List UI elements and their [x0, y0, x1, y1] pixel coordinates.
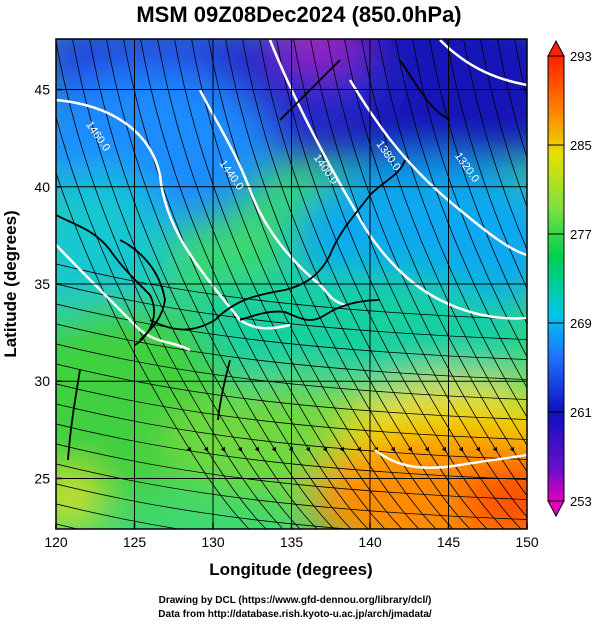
- streamline: [446, 39, 527, 290]
- streamline: [56, 323, 527, 380]
- streamline: [56, 343, 527, 400]
- streamline: [56, 423, 527, 480]
- streamline: [140, 39, 369, 529]
- streamline: [56, 39, 284, 529]
- streamline: [56, 403, 527, 460]
- streamline: [106, 39, 335, 529]
- streamline: [395, 39, 527, 389]
- y-axis-title: Latitude (degrees): [1, 210, 20, 357]
- streamline: [89, 39, 318, 529]
- streamline: [191, 39, 420, 529]
- coastlines: [56, 59, 451, 461]
- credit-data: Data from http://database.rish.kyoto-u.a…: [158, 609, 432, 620]
- streamline: [463, 39, 527, 251]
- streamline: [56, 303, 527, 360]
- y-tick-label: 45: [34, 82, 50, 98]
- streamline: [429, 39, 527, 325]
- y-tick-label: 30: [34, 373, 50, 389]
- streamline: [56, 383, 527, 440]
- streamline: [242, 39, 471, 529]
- colorbar-tick-label: 269: [570, 316, 592, 331]
- colorbar: 253 261 269 277 285 293: [547, 39, 592, 518]
- x-axis-ticks: 120 125 130 135 140 145 150: [44, 523, 539, 550]
- streamline: [310, 39, 527, 518]
- streamline: [56, 171, 250, 529]
- streamline: [157, 39, 386, 529]
- x-tick-label: 145: [437, 534, 461, 550]
- streamline: [72, 39, 301, 529]
- streamline: [412, 39, 527, 358]
- colorbar-min-arrow: [547, 500, 565, 518]
- streamline: [56, 263, 527, 320]
- streamlines: [56, 39, 527, 529]
- streamline: [56, 483, 352, 529]
- x-axis-title: Longitude (degrees): [209, 560, 372, 579]
- colorbar-ticks: 253 261 269 277 285 293: [548, 49, 592, 509]
- colorbar-max-arrow: [547, 39, 565, 57]
- y-axis-ticks: 25 30 35 40 45: [34, 82, 62, 486]
- white-contours: [56, 39, 527, 469]
- streamline: [276, 39, 505, 529]
- x-tick-label: 135: [280, 534, 304, 550]
- colorbar-tick-label: 293: [570, 49, 592, 64]
- streamline: [259, 39, 488, 529]
- x-tick-label: 125: [123, 534, 147, 550]
- y-tick-label: 35: [34, 276, 50, 292]
- streamline: [56, 283, 527, 340]
- streamline: [56, 463, 527, 520]
- colorbar-tick-label: 253: [570, 494, 592, 509]
- colorbar-tick-label: 285: [570, 138, 592, 153]
- streamline: [225, 39, 454, 529]
- streamline: [378, 39, 527, 418]
- streamline: [497, 39, 527, 159]
- y-tick-label: 25: [34, 470, 50, 486]
- streamline: [123, 39, 352, 529]
- streamline: [56, 503, 181, 529]
- chart-title: MSM 09Z08Dec2024 (850.0hPa): [136, 2, 461, 27]
- x-tick-label: 130: [201, 534, 225, 550]
- colorbar-gradient: [547, 55, 565, 502]
- credit-drawing: Drawing by DCL (https://www.gfd-dennou.o…: [159, 595, 432, 606]
- x-tick-label: 140: [358, 534, 382, 550]
- streamline: [56, 115, 267, 529]
- streamline: [327, 39, 527, 497]
- streamline: [174, 39, 403, 529]
- colorbar-tick-label: 277: [570, 227, 592, 242]
- colorbar-tick-label: 261: [570, 405, 592, 420]
- streamline: [480, 39, 527, 208]
- x-tick-label: 150: [515, 534, 539, 550]
- y-tick-label: 40: [34, 179, 50, 195]
- x-tick-label: 120: [44, 534, 68, 550]
- grid-lines: [56, 39, 527, 529]
- streamline: [361, 39, 527, 453]
- streamline: [56, 443, 527, 500]
